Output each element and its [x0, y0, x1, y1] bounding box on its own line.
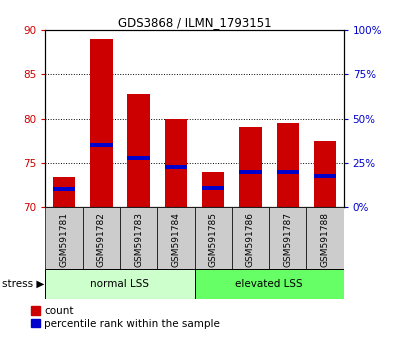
Bar [90, 39, 113, 207]
Bar [90, 143, 113, 147]
Bar [128, 94, 150, 207]
Bar [157, 207, 194, 269]
Bar [314, 141, 336, 207]
Bar [165, 165, 187, 169]
Text: GSM591785: GSM591785 [209, 212, 218, 267]
Bar [314, 174, 336, 178]
Bar [45, 269, 194, 299]
Bar [276, 123, 299, 207]
Bar [202, 172, 224, 207]
Legend: count, percentile rank within the sample: count, percentile rank within the sample [31, 306, 220, 329]
Bar [232, 207, 269, 269]
Text: GSM591788: GSM591788 [320, 212, 329, 267]
Bar [307, 207, 344, 269]
Bar [83, 207, 120, 269]
Text: GSM591781: GSM591781 [60, 212, 69, 267]
Bar [45, 207, 83, 269]
Text: GSM591786: GSM591786 [246, 212, 255, 267]
Bar [194, 269, 344, 299]
Text: stress ▶: stress ▶ [2, 279, 44, 289]
Bar [202, 185, 224, 190]
Bar [269, 207, 307, 269]
Text: normal LSS: normal LSS [90, 279, 149, 289]
Bar [239, 127, 261, 207]
Bar [120, 207, 157, 269]
Bar [165, 119, 187, 207]
Bar [53, 187, 75, 192]
Bar [276, 170, 299, 174]
Text: GSM591787: GSM591787 [283, 212, 292, 267]
Bar [53, 177, 75, 207]
Text: GSM591784: GSM591784 [171, 212, 181, 267]
Bar [128, 156, 150, 160]
Text: elevated LSS: elevated LSS [235, 279, 303, 289]
Text: GSM591783: GSM591783 [134, 212, 143, 267]
Bar [194, 207, 232, 269]
Title: GDS3868 / ILMN_1793151: GDS3868 / ILMN_1793151 [118, 16, 271, 29]
Bar [239, 170, 261, 174]
Text: GSM591782: GSM591782 [97, 212, 106, 267]
